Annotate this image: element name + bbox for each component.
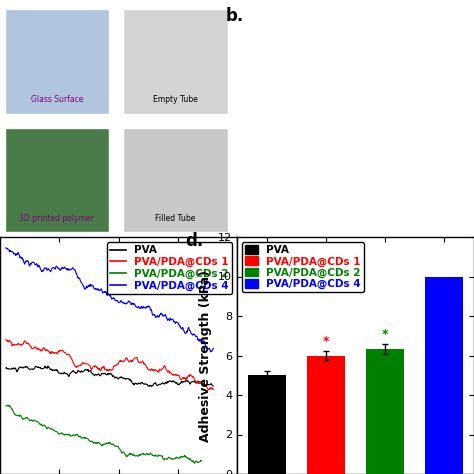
PVA: [149, 383, 155, 389]
PVA/PDA@CDs 2: [3, 403, 9, 409]
PVA: [28, 366, 34, 372]
PVA: [71, 369, 77, 374]
Text: 3D printed polymer: 3D printed polymer: [19, 214, 94, 223]
Text: d.: d.: [185, 232, 203, 250]
Y-axis label: Adhesive Strength (kPa): Adhesive Strength (kPa): [200, 270, 212, 441]
PVA/PDA@CDs 4: [208, 349, 214, 355]
Line: PVA: PVA: [6, 366, 213, 386]
PVA/PDA@CDs 4: [210, 346, 216, 351]
PVA/PDA@CDs 4: [154, 314, 159, 319]
PVA/PDA@CDs 4: [85, 283, 91, 289]
PVA/PDA@CDs 2: [146, 451, 151, 457]
PVA/PDA@CDs 2: [27, 418, 33, 423]
PVA/PDA@CDs 1: [134, 355, 139, 360]
PVA/PDA@CDs 1: [3, 337, 9, 342]
PVA: [3, 365, 9, 371]
Text: Filled Tube: Filled Tube: [155, 214, 196, 223]
Bar: [307, 356, 345, 474]
Text: b.: b.: [225, 7, 244, 25]
PVA/PDA@CDs 2: [192, 460, 198, 466]
Bar: [366, 348, 404, 474]
PVA/PDA@CDs 2: [67, 433, 73, 439]
Legend: PVA, PVA/PDA@CDs 1, PVA/PDA@CDs 2, PVA/PDA@CDs 4: PVA, PVA/PDA@CDs 1, PVA/PDA@CDs 2, PVA/P…: [242, 242, 364, 292]
PVA/PDA@CDs 4: [153, 315, 158, 320]
FancyBboxPatch shape: [5, 9, 109, 114]
Line: PVA/PDA@CDs 4: PVA/PDA@CDs 4: [6, 248, 213, 352]
Line: PVA/PDA@CDs 2: PVA/PDA@CDs 2: [6, 405, 201, 463]
PVA/PDA@CDs 4: [3, 245, 9, 251]
PVA: [155, 383, 161, 388]
PVA: [86, 369, 91, 374]
Bar: [425, 276, 463, 474]
PVA/PDA@CDs 2: [127, 451, 132, 457]
PVA/PDA@CDs 1: [210, 386, 216, 392]
PVA: [154, 383, 159, 388]
PVA/PDA@CDs 1: [206, 387, 211, 392]
PVA/PDA@CDs 4: [28, 261, 34, 266]
PVA/PDA@CDs 1: [154, 368, 159, 374]
PVA: [45, 363, 51, 369]
Legend: PVA, PVA/PDA@CDs 1, PVA/PDA@CDs 2, PVA/PDA@CDs 4: PVA, PVA/PDA@CDs 1, PVA/PDA@CDs 2, PVA/P…: [107, 242, 232, 294]
PVA: [210, 383, 216, 389]
PVA/PDA@CDs 1: [85, 361, 91, 367]
Text: Glass Surface: Glass Surface: [31, 95, 83, 104]
PVA/PDA@CDs 1: [153, 367, 158, 373]
Text: *: *: [382, 328, 388, 341]
Text: Empty Tube: Empty Tube: [153, 95, 198, 104]
FancyBboxPatch shape: [5, 128, 109, 232]
PVA: [134, 382, 140, 387]
PVA/PDA@CDs 4: [71, 266, 76, 272]
PVA/PDA@CDs 2: [199, 458, 204, 464]
PVA/PDA@CDs 1: [71, 360, 76, 366]
PVA/PDA@CDs 2: [145, 451, 150, 457]
PVA/PDA@CDs 2: [81, 435, 87, 440]
PVA/PDA@CDs 1: [28, 344, 34, 349]
PVA/PDA@CDs 2: [5, 402, 11, 408]
Bar: [248, 375, 286, 474]
FancyBboxPatch shape: [123, 128, 228, 232]
PVA/PDA@CDs 4: [134, 304, 139, 310]
FancyBboxPatch shape: [123, 9, 228, 114]
Text: *: *: [323, 335, 329, 348]
Line: PVA/PDA@CDs 1: PVA/PDA@CDs 1: [6, 339, 213, 390]
